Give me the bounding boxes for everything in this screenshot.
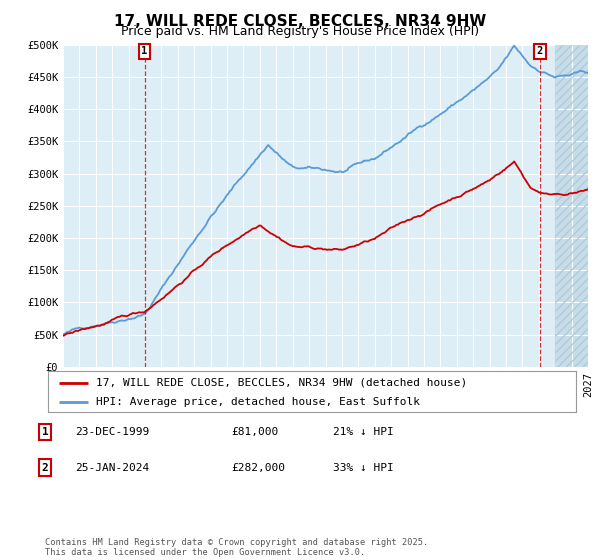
- Text: 33% ↓ HPI: 33% ↓ HPI: [333, 463, 394, 473]
- Text: Contains HM Land Registry data © Crown copyright and database right 2025.
This d: Contains HM Land Registry data © Crown c…: [45, 538, 428, 557]
- Text: 21% ↓ HPI: 21% ↓ HPI: [333, 427, 394, 437]
- Text: £81,000: £81,000: [231, 427, 278, 437]
- Text: 25-JAN-2024: 25-JAN-2024: [75, 463, 149, 473]
- Text: 1: 1: [142, 46, 148, 57]
- Bar: [555, 45, 588, 367]
- Text: 2: 2: [537, 46, 543, 57]
- Text: 1: 1: [41, 427, 49, 437]
- Text: £282,000: £282,000: [231, 463, 285, 473]
- Text: 17, WILL REDE CLOSE, BECCLES, NR34 9HW (detached house): 17, WILL REDE CLOSE, BECCLES, NR34 9HW (…: [95, 377, 467, 388]
- Bar: [555, 45, 588, 367]
- Text: HPI: Average price, detached house, East Suffolk: HPI: Average price, detached house, East…: [95, 396, 419, 407]
- Text: Price paid vs. HM Land Registry's House Price Index (HPI): Price paid vs. HM Land Registry's House …: [121, 25, 479, 38]
- Text: 17, WILL REDE CLOSE, BECCLES, NR34 9HW: 17, WILL REDE CLOSE, BECCLES, NR34 9HW: [114, 14, 486, 29]
- Text: 23-DEC-1999: 23-DEC-1999: [75, 427, 149, 437]
- Text: 2: 2: [41, 463, 49, 473]
